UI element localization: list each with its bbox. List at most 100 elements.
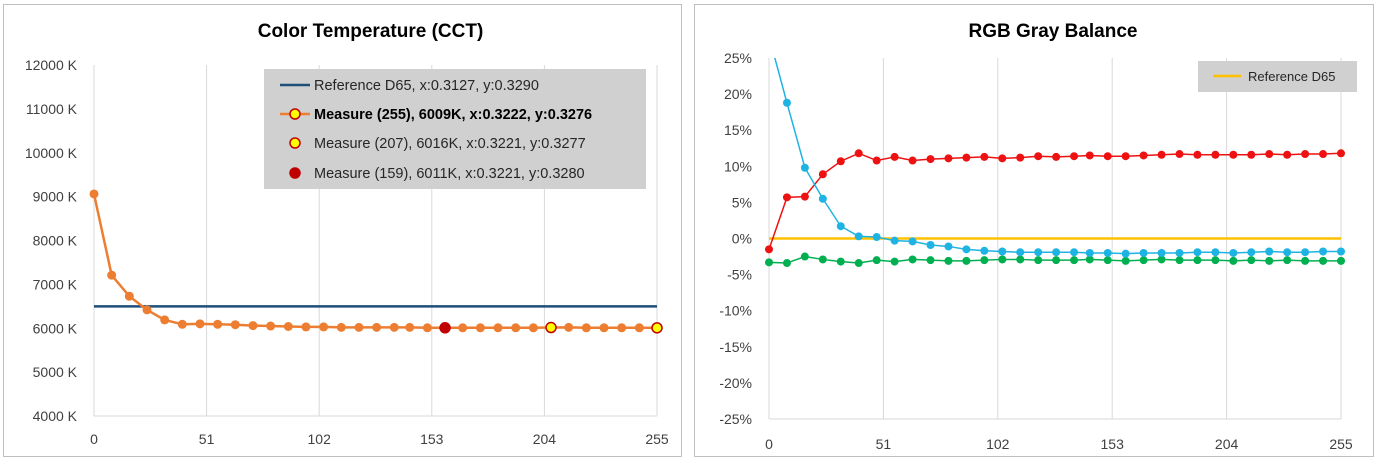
green-balance-point — [1175, 256, 1184, 265]
measure-255-point — [372, 322, 382, 332]
blue-balance-point — [1139, 248, 1148, 257]
y-tick-label: -10% — [719, 303, 752, 319]
measure-255-point — [248, 321, 258, 331]
y-tick-label: 15% — [724, 122, 752, 138]
blue-balance-point — [854, 232, 863, 241]
green-balance-point — [1157, 255, 1166, 264]
chart-title: RGB Gray Balance — [969, 21, 1138, 42]
red-balance-point — [872, 156, 881, 165]
blue-balance-point — [836, 222, 845, 231]
y-tick-label: 4000 K — [33, 408, 78, 424]
y-tick-label: -25% — [719, 411, 752, 427]
measure-255-point — [493, 323, 503, 333]
y-tick-label: 5000 K — [33, 364, 78, 380]
measure-255-point — [266, 321, 276, 331]
red-balance-point — [1229, 150, 1238, 159]
cct-chart-panel: Color Temperature (CCT) 0 51 102 153 204 255 40… — [3, 4, 682, 457]
green-balance-point — [1085, 255, 1094, 264]
green-balance-point — [998, 255, 1007, 264]
red-balance-point — [1121, 152, 1130, 161]
green-balance-point — [1301, 256, 1310, 265]
green-balance-point — [765, 258, 773, 267]
legend-label: Measure (255), 6009K, x:0.3222, y:0.3276 — [314, 107, 592, 123]
blue-balance-point — [980, 246, 989, 255]
rgb-balance-chart: RGB Gray Balance 0 51 102 153 204 255 -25% -20% -… — [719, 21, 1357, 452]
legend-measure-255-marker — [289, 108, 301, 120]
y-tick-label: 12000 K — [25, 57, 78, 73]
measure-255-point — [160, 315, 170, 325]
y-tick-label: 10% — [724, 158, 752, 174]
measure-255-point — [124, 291, 134, 301]
legend-measure-159-marker — [289, 167, 301, 179]
legend: Reference D65 — [1198, 61, 1357, 92]
red-balance-point — [1157, 150, 1166, 159]
measure-255-marker — [651, 322, 663, 334]
measure-255-point — [301, 322, 311, 332]
x-tick-label: 153 — [420, 431, 444, 447]
y-tick-label: 20% — [724, 86, 752, 102]
measure-255-line — [92, 193, 658, 330]
green-balance-point — [1070, 256, 1079, 265]
green-balance-point — [1247, 256, 1256, 265]
blue-balance-point — [908, 237, 917, 246]
legend-box — [264, 69, 646, 189]
green-balance-point — [800, 252, 809, 261]
red-balance-point — [926, 155, 935, 164]
legend-label: Measure (159), 6011K, x:0.3221, y:0.3280 — [314, 166, 585, 182]
blue-balance-point — [1193, 248, 1202, 257]
green-balance-point — [1139, 256, 1148, 265]
blue-balance-point — [1283, 248, 1292, 257]
measure-255-point — [142, 305, 152, 315]
red-balance-point — [1337, 149, 1345, 158]
green-balance-point — [782, 259, 791, 268]
red-balance-point — [1247, 150, 1256, 159]
measure-255-point — [634, 323, 644, 333]
red-balance-point — [1070, 152, 1079, 161]
blue-balance-point — [1157, 248, 1166, 257]
legend-measure-207-marker — [289, 137, 301, 149]
red-balance-point — [1034, 152, 1043, 161]
y-tick-label: -5% — [727, 267, 752, 283]
x-tick-label: 0 — [765, 436, 773, 452]
cct-chart: Color Temperature (CCT) 0 51 102 153 204 255 40… — [25, 21, 669, 447]
measure-255-point — [283, 321, 293, 331]
measure-255-point — [617, 323, 627, 333]
blue-balance-point — [1337, 247, 1345, 256]
measure-255-point — [195, 319, 205, 329]
y-tick-label: 10000 K — [25, 145, 78, 161]
blue-balance-point — [1070, 248, 1079, 257]
green-balance-point — [1211, 256, 1220, 265]
red-balance-point — [836, 157, 845, 166]
red-balance-point — [1211, 150, 1220, 159]
blue-balance-point — [1034, 248, 1043, 257]
red-balance-point — [1175, 150, 1184, 159]
green-balance-point — [1103, 256, 1112, 265]
legend: Reference D65, x:0.3127, y:0.3290 Measure… — [264, 69, 646, 189]
measure-255-point — [581, 323, 591, 333]
x-tick-label: 102 — [308, 431, 332, 447]
green-balance-point — [1337, 256, 1345, 265]
legend-label: Measure (207), 6016K, x:0.3221, y:0.3277 — [314, 136, 586, 152]
y-tick-label: 8000 K — [33, 233, 78, 249]
measure-255-point — [336, 322, 346, 332]
green-balance-point — [908, 255, 917, 264]
measure-255-point — [319, 322, 329, 332]
measure-255-point — [599, 323, 609, 333]
green-balance-point — [944, 256, 953, 265]
legend-label: Reference D65 — [1248, 69, 1335, 84]
y-tick-label: 5% — [732, 194, 752, 210]
blue-balance-point — [1301, 248, 1310, 257]
red-balance-point — [854, 149, 863, 158]
green-balance-point — [1283, 256, 1292, 265]
red-balance-point — [1319, 150, 1328, 159]
blue-balance-point — [890, 236, 899, 245]
blue-balance-point — [1121, 249, 1130, 258]
green-balance-point — [962, 256, 971, 265]
red-balance-point — [818, 170, 827, 179]
green-balance-point — [890, 257, 899, 266]
red-balance-point — [1301, 150, 1310, 159]
measure-159-marker — [439, 322, 451, 334]
red-balance-point — [908, 156, 917, 165]
blue-balance-point — [1211, 248, 1220, 257]
measure-255-point — [389, 322, 399, 332]
